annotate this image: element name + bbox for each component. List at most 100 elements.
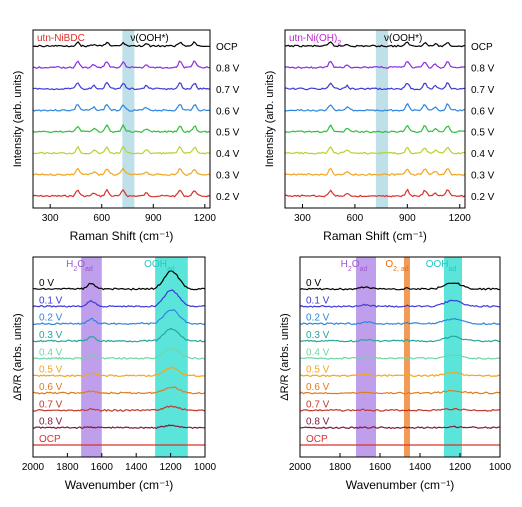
- series-label: OCP: [39, 434, 61, 445]
- x-axis-label: Raman Shift (cm⁻¹): [323, 229, 427, 243]
- sample-label: utn-NiBDC: [37, 33, 85, 44]
- series-line: [299, 299, 501, 308]
- band-label: OOHad: [426, 259, 457, 273]
- x-tick-label: 1800: [329, 462, 352, 473]
- axes-frame: [284, 29, 466, 209]
- series-label: 0.8 V: [216, 63, 240, 74]
- x-tick-label: 1000: [194, 462, 217, 473]
- y-axis-label: Intensity (arb. units): [12, 71, 24, 168]
- band-label: OOHad: [144, 259, 175, 273]
- x-tick-label: 600: [93, 213, 110, 224]
- series-line: [284, 145, 466, 155]
- series-label: 0.2 V: [471, 192, 495, 203]
- x-tick-label: 1200: [449, 213, 472, 224]
- ooh-band: [122, 30, 135, 208]
- band-label: H2Oad: [341, 259, 368, 273]
- series-line: [32, 347, 206, 360]
- series-line: [32, 308, 206, 326]
- series-label: 0.2 V: [306, 313, 330, 324]
- x-tick-label: 1200: [159, 462, 182, 473]
- series-line: [299, 354, 501, 360]
- series-line: [32, 188, 211, 198]
- x-axis-label: Wavenumber (cm⁻¹): [65, 478, 174, 492]
- x-tick-label: 1200: [449, 462, 472, 473]
- y-axis-label: Intensity (arb. units): [264, 71, 276, 168]
- series-line: [32, 167, 211, 176]
- series-label: 0 V: [306, 278, 321, 289]
- x-tick-label: 1600: [369, 462, 392, 473]
- x-axis-label: Wavenumber (cm⁻¹): [346, 478, 455, 492]
- series-line: [32, 424, 206, 430]
- series-line: [284, 102, 466, 112]
- series-label: 0.6 V: [216, 106, 240, 117]
- series-label: 0.4 V: [471, 149, 495, 160]
- series-label: 0.2 V: [216, 192, 240, 203]
- axes-frame: [32, 29, 211, 209]
- band-label: ν(OOH*): [384, 33, 422, 44]
- series-label: 0.2 V: [39, 313, 63, 324]
- x-tick-label: 1800: [56, 462, 79, 473]
- series-label: OCP: [216, 42, 238, 53]
- series-label: 0.5 V: [471, 128, 495, 139]
- series-line: [299, 407, 501, 412]
- series-label: 0.7 V: [306, 399, 330, 410]
- x-tick-label: 1400: [409, 462, 432, 473]
- series-label: 0.8 V: [471, 63, 495, 74]
- series-line: [299, 371, 501, 378]
- series-line: [285, 41, 466, 48]
- series-label: 0.8 V: [306, 417, 330, 428]
- series-line: [299, 425, 501, 430]
- axes-frame: [299, 256, 501, 458]
- y-axis-label: ΔR/R (arbs. units): [279, 313, 291, 400]
- series-line: [32, 103, 211, 112]
- series-label: OCP: [306, 434, 328, 445]
- band-label: H2Oad: [66, 259, 93, 273]
- series-label: 0.7 V: [39, 399, 63, 410]
- series-line: [299, 389, 501, 395]
- series-line: [32, 123, 211, 134]
- series-label: 0.7 V: [216, 85, 240, 96]
- series-label: 0.3 V: [216, 171, 240, 182]
- series-label: 0.4 V: [306, 347, 330, 358]
- series-label: 0 V: [39, 278, 54, 289]
- series-label: 0.4 V: [216, 149, 240, 160]
- panel-bottom-left: 0 V 0.1 V 0.2 V 0.3 V 0.4 V 0.5 V 0.6 V 0.7 V 0.…: [12, 256, 217, 492]
- absorption-band: [81, 257, 102, 457]
- series-line: [284, 60, 466, 69]
- series-label: 0.3 V: [471, 171, 495, 182]
- ooh-band: [375, 30, 389, 208]
- x-tick-label: 1200: [194, 213, 217, 224]
- series-line: [299, 282, 501, 291]
- x-tick-label: 2000: [22, 462, 45, 473]
- series-line: [32, 81, 211, 91]
- panel-bottom-right: 0 V 0.1 V 0.2 V 0.3 V 0.4 V 0.5 V 0.6 V 0.7 V 0.…: [279, 256, 512, 492]
- series-label: 0.6 V: [39, 382, 63, 393]
- x-axis-label: Raman Shift (cm⁻¹): [70, 229, 174, 243]
- series-line: [32, 289, 206, 308]
- x-tick-label: 300: [42, 213, 59, 224]
- series-line: [32, 386, 206, 395]
- series-line: [299, 317, 501, 326]
- x-tick-label: 1600: [91, 462, 114, 473]
- series-line: [32, 145, 211, 155]
- series-label: 0.3 V: [306, 330, 330, 341]
- series-label: 0.4 V: [39, 347, 63, 358]
- series-line: [32, 405, 206, 412]
- series-label: 0.5 V: [39, 365, 63, 376]
- series-line: [32, 60, 211, 69]
- x-tick-label: 2000: [289, 462, 312, 473]
- x-tick-label: 1000: [489, 462, 512, 473]
- series-line: [284, 81, 466, 91]
- panel-top-left: OCP 0.8 V 0.7 V 0.6 V 0.5 V 0.4 V 0.3 V 0.2 V 30…: [12, 29, 240, 243]
- series-label: 0.6 V: [306, 382, 330, 393]
- series-label: 0.6 V: [471, 106, 495, 117]
- series-line: [32, 327, 206, 343]
- series-label: 0.5 V: [216, 128, 240, 139]
- sample-label: utn-Ni(OH)2: [289, 33, 341, 47]
- series-line: [299, 335, 501, 343]
- series-label: 0.8 V: [39, 417, 63, 428]
- series-line: [284, 167, 466, 177]
- x-tick-label: 900: [145, 213, 162, 224]
- panel-top-right: OCP 0.8 V 0.7 V 0.6 V 0.5 V 0.4 V 0.3 V 0.2 V 30…: [264, 29, 495, 243]
